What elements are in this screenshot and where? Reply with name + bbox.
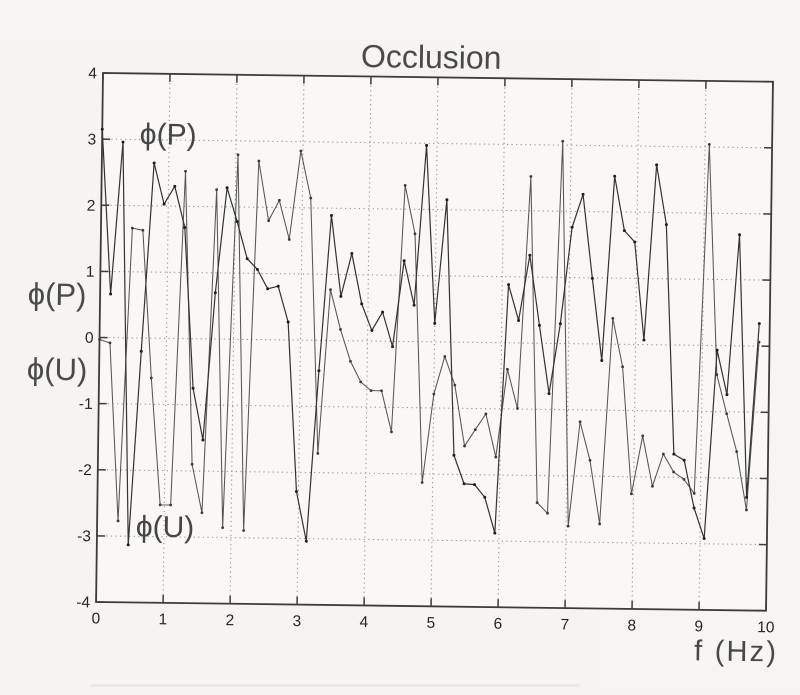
svg-text:4: 4: [88, 65, 97, 82]
svg-text:-4: -4: [76, 594, 90, 611]
svg-text:7: 7: [560, 617, 569, 634]
svg-text:ϕ(P): ϕ(P): [28, 277, 87, 313]
svg-text:1: 1: [86, 264, 95, 281]
svg-text:0: 0: [91, 610, 100, 627]
svg-text:10: 10: [757, 619, 775, 636]
svg-text:1: 1: [158, 611, 167, 628]
svg-text:f (Hz): f (Hz): [694, 635, 778, 668]
svg-text:Occlusion: Occlusion: [361, 38, 502, 76]
svg-text:4: 4: [359, 614, 368, 631]
svg-text:ϕ(U): ϕ(U): [136, 510, 195, 544]
svg-text:3: 3: [87, 131, 96, 148]
svg-text:-2: -2: [78, 462, 92, 479]
svg-text:-1: -1: [79, 396, 93, 413]
svg-text:9: 9: [694, 618, 703, 635]
svg-text:5: 5: [426, 615, 435, 632]
svg-text:-3: -3: [77, 528, 91, 545]
svg-text:8: 8: [627, 617, 636, 634]
svg-text:6: 6: [493, 616, 502, 633]
svg-text:0: 0: [85, 330, 94, 347]
svg-text:ϕ(U): ϕ(U): [27, 352, 88, 388]
svg-text:3: 3: [292, 613, 301, 630]
svg-text:ϕ(P): ϕ(P): [140, 118, 197, 152]
svg-text:2: 2: [225, 612, 234, 629]
svg-text:2: 2: [87, 198, 96, 215]
